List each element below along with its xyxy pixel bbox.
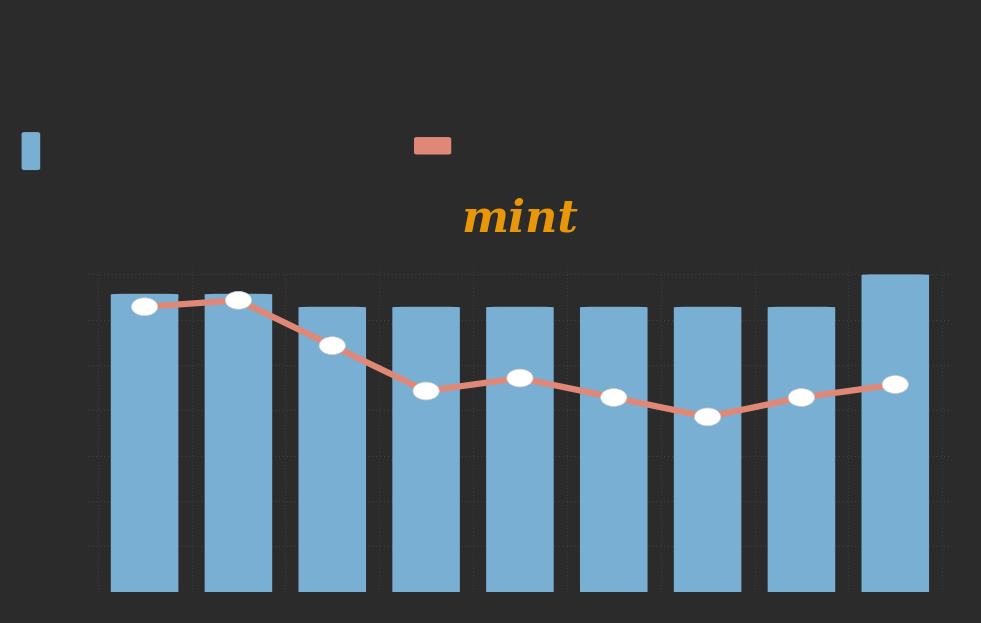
- Ellipse shape: [226, 292, 251, 309]
- FancyBboxPatch shape: [580, 307, 647, 592]
- FancyBboxPatch shape: [487, 307, 553, 592]
- Ellipse shape: [882, 376, 908, 394]
- FancyBboxPatch shape: [205, 294, 272, 592]
- Ellipse shape: [507, 369, 533, 387]
- FancyBboxPatch shape: [111, 294, 179, 592]
- Ellipse shape: [789, 389, 814, 406]
- Ellipse shape: [600, 389, 627, 406]
- Ellipse shape: [413, 382, 439, 400]
- Ellipse shape: [695, 408, 721, 426]
- Ellipse shape: [319, 336, 345, 354]
- FancyBboxPatch shape: [298, 307, 366, 592]
- FancyBboxPatch shape: [674, 307, 742, 592]
- Text: mint: mint: [461, 197, 579, 241]
- FancyBboxPatch shape: [861, 274, 929, 592]
- FancyBboxPatch shape: [392, 307, 460, 592]
- FancyBboxPatch shape: [768, 307, 835, 592]
- Ellipse shape: [131, 298, 158, 316]
